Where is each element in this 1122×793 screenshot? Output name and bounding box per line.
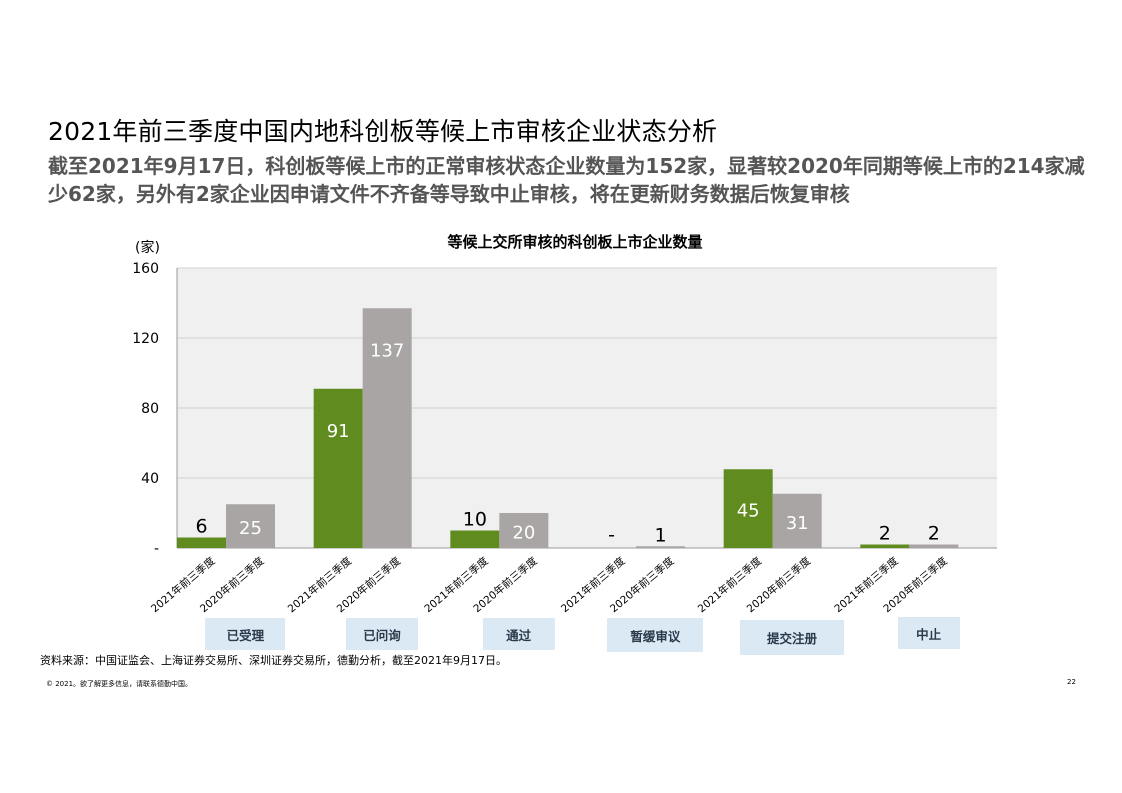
data-label: 45 [737,501,760,522]
category-box: 通过 [482,618,555,650]
data-label: 91 [327,421,350,442]
data-label: 137 [370,340,404,361]
y-tick-label: 120 [132,331,159,347]
bar [177,537,226,548]
category-box: 暂缓审议 [607,618,704,652]
data-label: 10 [463,509,487,531]
page-subtitle: 截至2021年9月17日，科创板等候上市的正常审核状态企业数量为152家，显著较… [48,154,1085,206]
data-label: 31 [786,513,809,534]
data-label: 2 [879,523,891,545]
page-title: 2021年前三季度中国内地科创板等候上市审核企业状态分析 [48,117,718,146]
y-tick-label: - [154,541,159,557]
category-box: 提交注册 [740,620,844,655]
data-label: 20 [512,523,535,544]
category-box: 已受理 [205,618,286,650]
source-note: 资料来源：中国证监会、上海证券交易所、深圳证券交易所，德勤分析，截至2021年9… [40,654,507,667]
bar [772,493,822,548]
page-number: 22 [1067,678,1076,686]
data-label: - [608,524,615,546]
data-label: 2 [928,523,940,545]
bar [499,513,549,548]
bar [860,544,910,548]
bar [226,504,275,548]
y-tick-label: 160 [132,261,159,277]
bar [909,544,959,548]
category-box: 中止 [897,617,960,649]
data-label: 6 [195,516,207,538]
bar [723,469,773,548]
y-tick-label: 80 [141,401,159,417]
bar [450,530,500,548]
data-label: 25 [239,518,262,539]
copyright-note: © 2021。欲了解更多信息，请联系德勤中国。 [46,680,193,688]
y-tick-label: 40 [141,471,159,487]
bar [636,546,685,548]
bar [313,388,363,548]
data-label: 1 [654,524,666,546]
bar [362,308,412,548]
chart-title: 等候上交所审核的科创板上市企业数量 [447,233,702,251]
category-box: 已问询 [346,618,418,650]
y-axis-unit-label: (家) [135,239,160,256]
